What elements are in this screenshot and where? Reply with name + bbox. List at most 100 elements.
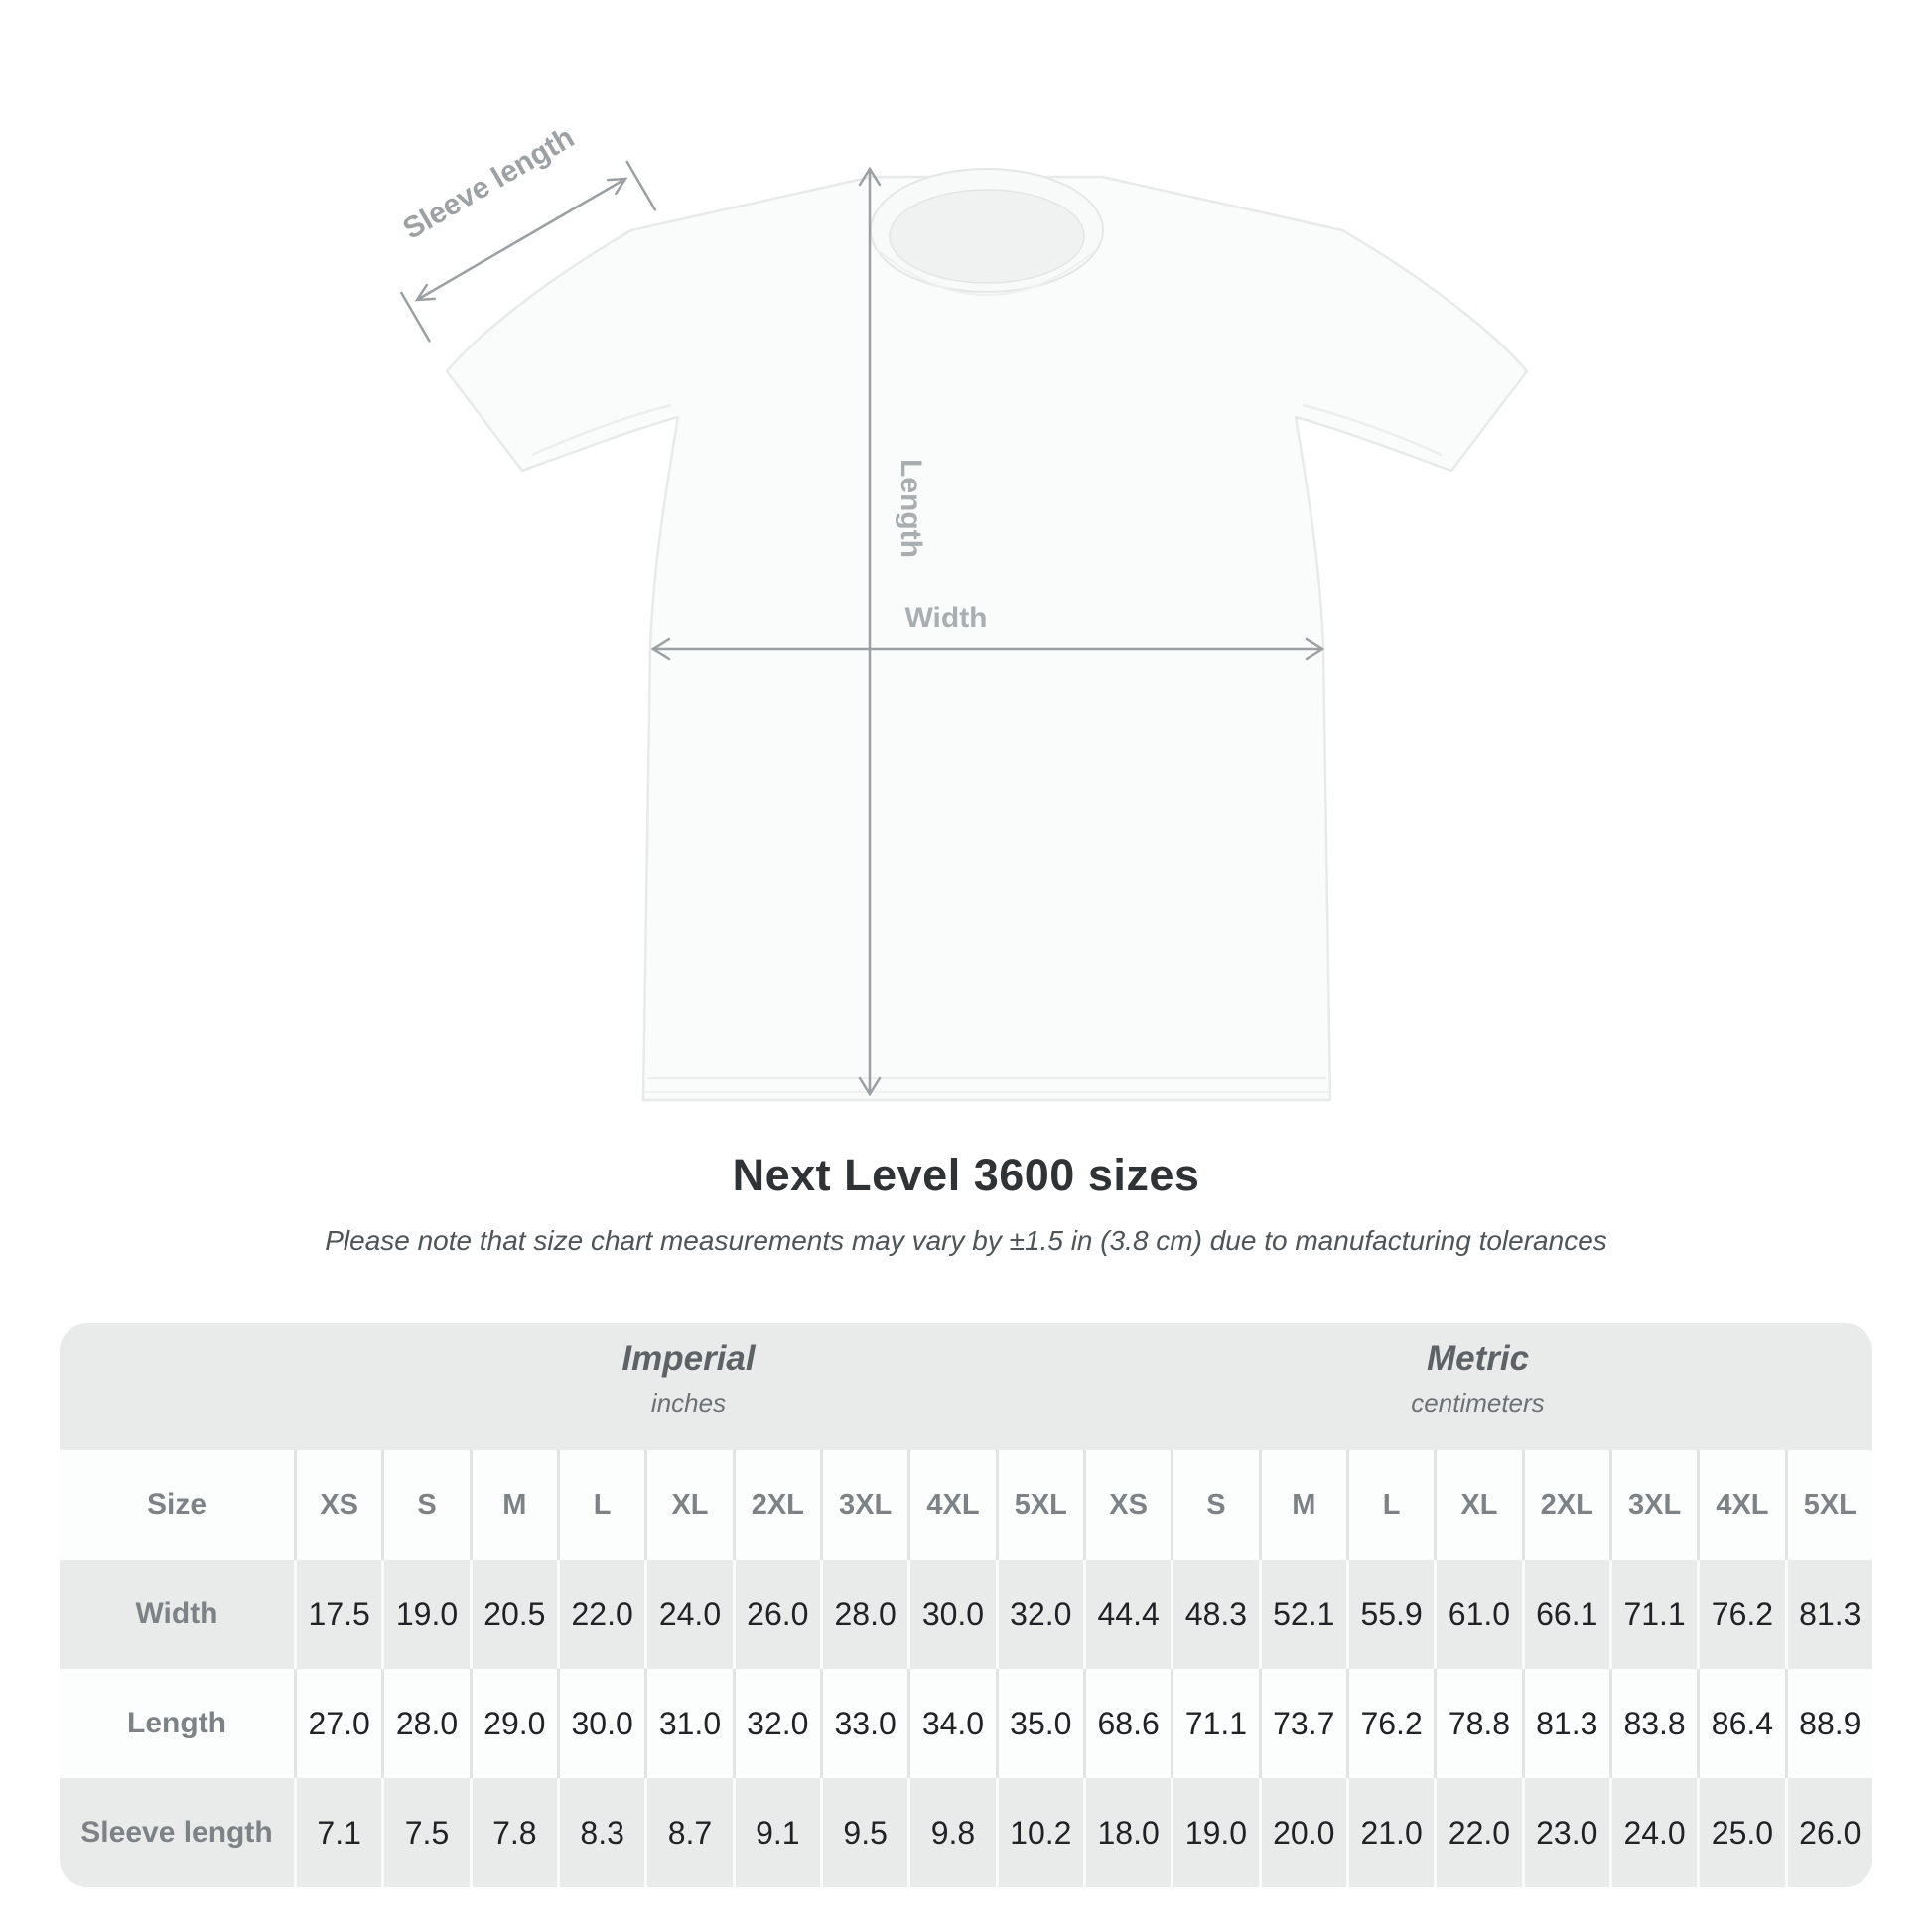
measurement-value: 24.0 [1608, 1778, 1697, 1887]
measurement-value: 78.8 [1434, 1669, 1521, 1778]
measurement-value: 9.8 [907, 1778, 995, 1887]
measurement-value: 19.0 [1171, 1778, 1258, 1887]
sleeve-length-label: Sleeve length [397, 121, 580, 246]
measurement-value: 21.0 [1345, 1778, 1434, 1887]
row-label: Width [135, 1597, 218, 1630]
measurement-value: 44.4 [1082, 1560, 1171, 1669]
imperial-title: Imperial [621, 1339, 756, 1378]
measurement-value: 86.4 [1697, 1669, 1784, 1778]
imperial-unit: inches [650, 1388, 727, 1418]
size-column-header: M [1258, 1450, 1346, 1560]
measurement-value: 20.5 [469, 1560, 557, 1669]
unit-header: Imperial inches Metric centimeters [60, 1323, 1872, 1450]
measurement-value: 34.0 [907, 1669, 995, 1778]
row-label: Length [127, 1707, 226, 1739]
measurement-value: 23.0 [1521, 1778, 1609, 1887]
collar-inner [889, 189, 1085, 284]
size-column-header: 3XL [1608, 1450, 1697, 1560]
measurement-value: 28.0 [381, 1669, 469, 1778]
size-table-body: Size XS S M L XL 2XL 3XL 4XL 5XL XS S M L XL 2XL 3XL 4XL 5… [60, 1450, 1872, 1887]
heading-block: Next Level 3600 sizes Please note that s… [0, 1150, 1932, 1257]
measurement-value: 24.0 [644, 1560, 732, 1669]
measurement-value: 9.1 [732, 1778, 820, 1887]
page-subtitle: Please note that size chart measurements… [325, 1225, 1607, 1256]
sleeve-seam-left [531, 403, 672, 457]
row-label: Sleeve length [80, 1816, 273, 1849]
measurement-value: 68.6 [1082, 1669, 1171, 1778]
measurement-value: 28.0 [819, 1560, 907, 1669]
measurement-value: 17.5 [294, 1560, 381, 1669]
width-dimension [650, 637, 1325, 661]
size-column-header: 5XL [1784, 1450, 1872, 1560]
measurement-value: 71.1 [1608, 1560, 1697, 1669]
size-column-header: XL [644, 1450, 732, 1560]
measurement-value: 76.2 [1697, 1560, 1784, 1669]
size-column-header: XS [1082, 1450, 1171, 1560]
measurement-value: 22.0 [1434, 1778, 1521, 1887]
unit-group-metric: Metric centimeters [1083, 1323, 1872, 1450]
measurement-value: 25.0 [1697, 1778, 1784, 1887]
size-column-header: 2XL [732, 1450, 820, 1560]
measurement-value: 76.2 [1345, 1669, 1434, 1778]
length-label: Length [895, 459, 927, 558]
measurement-value: 26.0 [732, 1560, 820, 1669]
measurement-value: 88.9 [1784, 1669, 1872, 1778]
measurement-value: 29.0 [469, 1669, 557, 1778]
measurement-value: 10.2 [995, 1778, 1083, 1887]
corner-label: Size [146, 1488, 207, 1521]
tshirt-measurement-diagram: Sleeve length Length Width [397, 121, 1529, 1102]
measurement-value: 55.9 [1345, 1560, 1434, 1669]
metric-unit: centimeters [1411, 1388, 1545, 1418]
measurement-value: 32.0 [995, 1560, 1083, 1669]
size-column-header: M [469, 1450, 557, 1560]
size-column-header: L [556, 1450, 644, 1560]
size-column-header: 5XL [995, 1450, 1083, 1560]
unit-group-imperial: Imperial inches [294, 1323, 1083, 1450]
measurement-value: 48.3 [1171, 1560, 1258, 1669]
measurement-value: 71.1 [1171, 1669, 1258, 1778]
size-chart: Imperial inches Metric centimeters Size X… [60, 1323, 1872, 1887]
measurement-value: 8.3 [556, 1778, 644, 1887]
measurement-value: 81.3 [1784, 1560, 1872, 1669]
measurement-value: 66.1 [1521, 1560, 1609, 1669]
metric-title: Metric [1426, 1339, 1530, 1378]
size-header-row: Size XS S M L XL 2XL 3XL 4XL 5XL XS S M L XL 2XL 3XL 4XL 5… [60, 1450, 1872, 1560]
page-title: Next Level 3600 sizes [732, 1150, 1200, 1200]
measure-row-length: Length 27.0 28.0 29.0 30.0 31.0 32.0 33.0 34.0 35… [60, 1669, 1872, 1778]
size-column-header: 2XL [1521, 1450, 1609, 1560]
measurement-value: 30.0 [907, 1560, 995, 1669]
measurement-value: 22.0 [556, 1560, 644, 1669]
measurement-value: 52.1 [1258, 1560, 1346, 1669]
sleeve-length-dimension [400, 160, 657, 343]
measurement-value: 19.0 [381, 1560, 469, 1669]
measure-row-sleeve-length: Sleeve length 7.1 7.5 7.8 8.3 8.7 9.1 9.5 9.8 10.… [60, 1778, 1872, 1887]
measurement-value: 73.7 [1258, 1669, 1346, 1778]
measurement-value: 20.0 [1258, 1778, 1346, 1887]
size-column-header: L [1345, 1450, 1434, 1560]
measurement-value: 7.1 [294, 1778, 381, 1887]
measurement-value: 30.0 [556, 1669, 644, 1778]
unit-header-spacer [60, 1323, 294, 1450]
size-column-header: S [1171, 1450, 1258, 1560]
collar-stitch [877, 249, 1097, 296]
measurement-value: 26.0 [1784, 1778, 1872, 1887]
length-dimension [858, 166, 882, 1097]
width-label: Width [904, 602, 987, 634]
measure-row-width: Width 17.5 19.0 20.5 22.0 24.0 26.0 28.0 30.0 32.… [60, 1560, 1872, 1669]
measurement-value: 7.5 [381, 1778, 469, 1887]
size-column-header: 3XL [819, 1450, 907, 1560]
measurement-value: 35.0 [995, 1669, 1083, 1778]
measurement-value: 81.3 [1521, 1669, 1609, 1778]
measurement-value: 7.8 [469, 1778, 557, 1887]
tshirt-graphic [445, 175, 1529, 1102]
measurement-value: 18.0 [1082, 1778, 1171, 1887]
measurement-value: 61.0 [1434, 1560, 1521, 1669]
sleeve-seam-right [1302, 403, 1443, 457]
size-table: Size XS S M L XL 2XL 3XL 4XL 5XL XS S M L XL 2XL 3XL 4XL 5… [60, 1450, 1872, 1887]
measurement-value: 33.0 [819, 1669, 907, 1778]
measurement-value: 32.0 [732, 1669, 820, 1778]
size-column-header: 4XL [1697, 1450, 1784, 1560]
size-column-header: 4XL [907, 1450, 995, 1560]
size-column-header: XS [294, 1450, 381, 1560]
